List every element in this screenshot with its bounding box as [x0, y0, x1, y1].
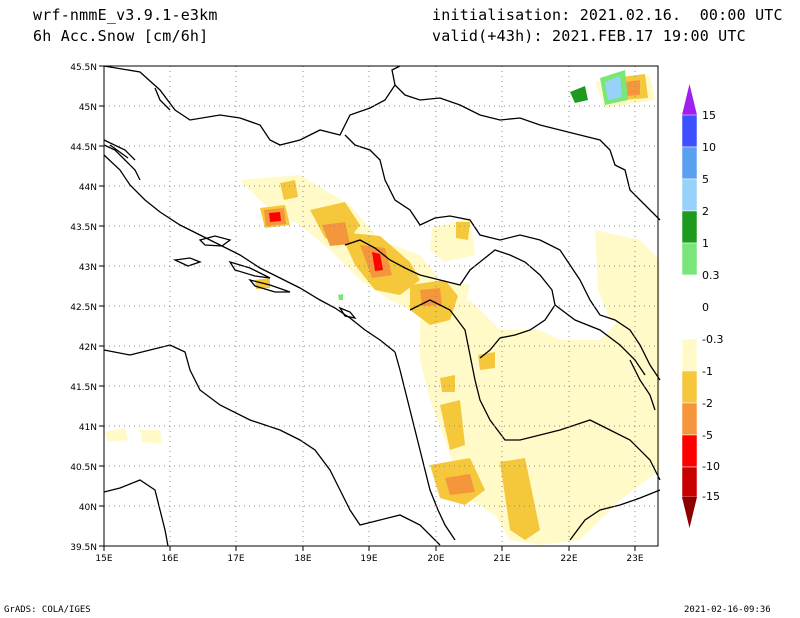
lon-label: 19E — [360, 554, 377, 564]
map-grid — [104, 66, 658, 546]
colorbar-label: 1 — [702, 237, 709, 250]
colorbar-swatch — [681, 146, 698, 180]
colorbar-swatch — [681, 466, 698, 498]
lon-label: 23E — [626, 554, 643, 564]
colorbar-label: 0.3 — [702, 269, 720, 282]
colorbar-swatch — [681, 370, 698, 404]
colorbar-swatch — [681, 434, 698, 468]
longitude-labels: 15E 16E 17E 18E 19E 20E 21E 22E 23E — [95, 554, 643, 564]
lat-label: 45N — [79, 103, 97, 113]
colorbar-label: -15 — [702, 490, 720, 503]
colorbar-label: -1 — [702, 365, 713, 378]
lat-label: 44.5N — [70, 143, 97, 153]
colorbar-swatch — [681, 306, 698, 340]
lat-label: 43.5N — [70, 223, 97, 233]
colorbar-swatch — [681, 242, 698, 276]
colorbar-top-arrow — [682, 84, 697, 115]
lon-label: 18E — [294, 554, 311, 564]
colorbar-swatch — [681, 210, 698, 244]
lat-label: 44N — [79, 183, 97, 193]
colorbar-swatch — [681, 114, 698, 148]
valid-time: valid(+43h): 2021.FEB.17 19:00 UTC — [432, 27, 746, 45]
lat-label: 40N — [79, 503, 97, 513]
lon-label: 20E — [427, 554, 444, 564]
colorbar-swatch — [681, 402, 698, 436]
model-title: wrf-nmmE_v3.9.1-e3km — [33, 6, 218, 24]
colorbar-label: -2 — [702, 397, 713, 410]
lat-label: 41.5N — [70, 383, 97, 393]
footer-credit: GrADS: COLA/IGES — [4, 605, 91, 615]
colorbar-label: -10 — [702, 460, 720, 473]
colorbar-label: 5 — [702, 173, 709, 186]
lat-label: 45.5N — [70, 63, 97, 73]
colorbar-label: 2 — [702, 205, 709, 218]
lon-label: 16E — [161, 554, 178, 564]
initialisation-time: initialisation: 2021.02.16. 00:00 UTC — [432, 6, 783, 24]
colorbar-swatch — [681, 338, 698, 372]
axis-ticks — [99, 65, 636, 551]
lat-label: 40.5N — [70, 463, 97, 473]
lat-label: 41N — [79, 423, 97, 433]
colorbar-label: 15 — [702, 109, 716, 122]
footer-timestamp: 2021-02-16-09:36 — [684, 605, 771, 615]
variable-title: 6h Acc.Snow [cm/6h] — [33, 27, 209, 45]
lat-label: 43N — [79, 263, 97, 273]
latitude-labels: 45.5N 45N 44.5N 44N 43.5N 43N 42.5N 42N … — [70, 63, 97, 553]
colorbar-swatch — [681, 178, 698, 212]
lat-label: 42N — [79, 343, 97, 353]
lon-label: 17E — [227, 554, 244, 564]
lon-label: 21E — [493, 554, 510, 564]
colorbar-label: -5 — [702, 429, 713, 442]
colorbar-label: -0.3 — [702, 333, 723, 346]
lat-label: 39.5N — [70, 543, 97, 553]
lon-label: 22E — [560, 554, 577, 564]
coastlines-borders — [103, 65, 661, 547]
snow-shading — [105, 70, 660, 545]
colorbar-bottom-arrow — [682, 497, 697, 528]
colorbar-label: 0 — [702, 301, 709, 314]
colorbar — [681, 84, 698, 528]
colorbar-labels: 15 10 5 2 1 0.3 0 -0.3 -1 -2 -5 -10 -15 — [702, 109, 723, 503]
lon-label: 15E — [95, 554, 112, 564]
colorbar-label: 10 — [702, 141, 716, 154]
colorbar-swatch — [681, 274, 698, 308]
lat-label: 42.5N — [70, 303, 97, 313]
